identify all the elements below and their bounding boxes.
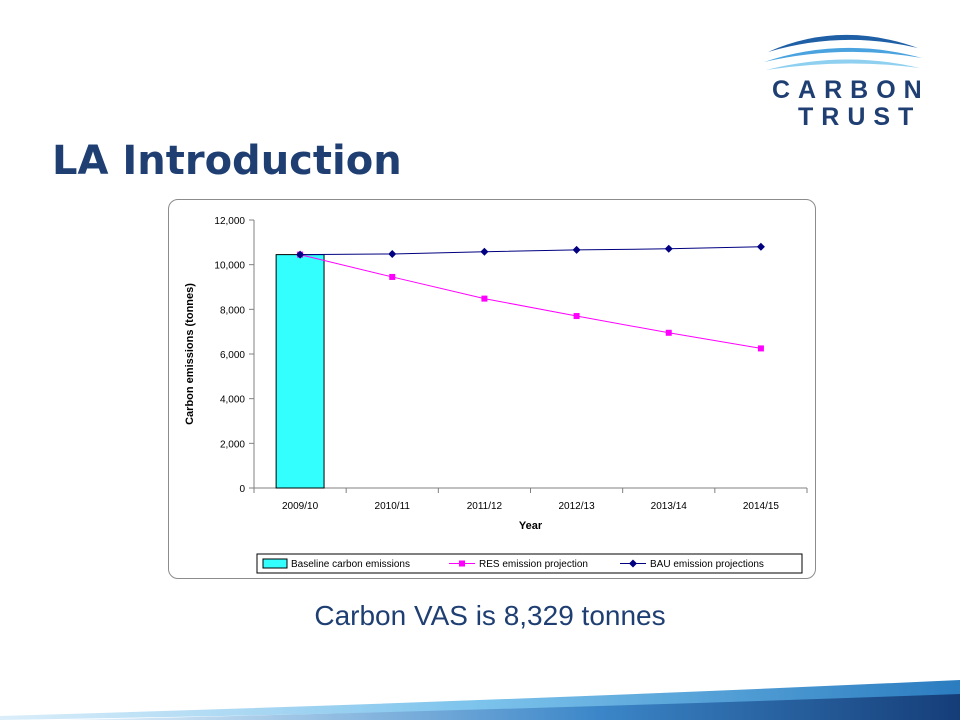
logo-text-trust: TRUST (798, 103, 922, 131)
bau-projection-line (300, 246, 761, 256)
res-projection-point (757, 345, 764, 352)
y-tick-label: 6,000 (220, 350, 245, 361)
bau-projection-point (664, 244, 673, 253)
x-tick-label: 2012/13 (559, 501, 596, 512)
legend-label-res: RES emission projection (479, 559, 588, 570)
vas-caption: Carbon VAS is 8,329 tonnes (314, 600, 666, 631)
bau-projection-point (388, 249, 397, 258)
legend-label-baseline: Baseline carbon emissions (291, 559, 410, 570)
res-projection-point (573, 313, 580, 320)
x-axis-title: Year (519, 520, 543, 532)
logo-swoosh-icon (764, 34, 922, 70)
x-tick-label: 2009/10 (282, 501, 319, 512)
footer-wave-decoration (0, 680, 960, 720)
y-tick-label: 8,000 (220, 305, 245, 316)
bau-projection-point (480, 247, 489, 256)
res-projection-point (389, 273, 396, 280)
y-tick-label: 4,000 (220, 395, 245, 406)
baseline-bar (275, 254, 325, 489)
y-tick-label: 2,000 (220, 439, 245, 450)
res-projection-point (481, 295, 488, 302)
bau-projection-point (296, 250, 305, 259)
res-projection-point (665, 329, 672, 336)
x-tick-label: 2010/11 (375, 501, 411, 512)
chart-legend-box (256, 553, 803, 574)
chart-frame: 0 2,000 4,000 6,000 8,000 10,000 12,000 2009/10… (168, 199, 816, 579)
res-projection-line (299, 254, 762, 349)
emissions-chart: 0 2,000 4,000 6,000 8,000 10,000 12,000 2009/10… (184, 216, 808, 574)
legend-swatch-bau-marker (629, 559, 637, 568)
x-tick-label: 2013/14 (651, 501, 688, 512)
carbon-trust-logo: CARBON TRUST (760, 26, 930, 136)
y-axis-title: Carbon emissions (tonnes) (184, 283, 196, 425)
bau-projection-point (572, 245, 581, 254)
logo-text-carbon: CARBON (772, 76, 930, 104)
legend-label-bau: BAU emission projections (650, 559, 764, 570)
slide-title: LA Introduction (52, 138, 402, 184)
y-tick-label: 10,000 (214, 261, 245, 272)
legend-swatch-res-marker (459, 560, 465, 567)
x-tick-label: 2014/15 (743, 501, 780, 512)
y-tick-label: 12,000 (214, 216, 245, 227)
legend-swatch-baseline (262, 558, 288, 569)
x-tick-label: 2011/12 (467, 501, 503, 512)
y-tick-label: 0 (239, 484, 245, 495)
bau-projection-point (756, 242, 765, 251)
